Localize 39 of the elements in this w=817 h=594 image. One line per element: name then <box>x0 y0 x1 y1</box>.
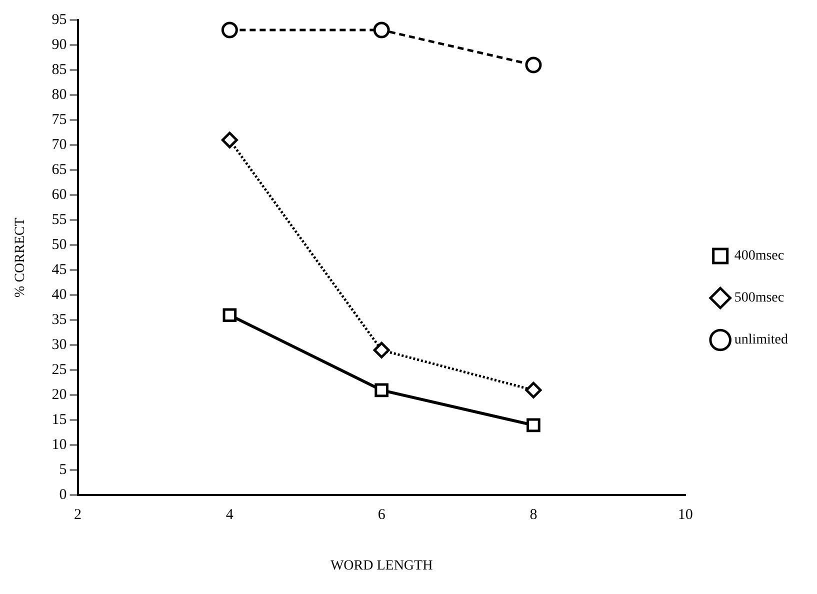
y-tick-label: 30 <box>52 337 67 354</box>
point <box>373 22 390 38</box>
x-tick-label: 8 <box>530 507 538 524</box>
x-tick-label: 4 <box>226 507 234 524</box>
y-tick-label: 0 <box>59 487 67 504</box>
x-tick-label: 6 <box>378 507 386 524</box>
y-tick-label: 20 <box>52 387 67 404</box>
legend-label: 400msec <box>734 248 784 264</box>
y-tick-label: 80 <box>52 86 67 103</box>
y-tick-label: 85 <box>52 62 67 78</box>
y-tick-label: 45 <box>52 262 67 278</box>
y-tick-label: 40 <box>52 287 67 304</box>
y-axis-title: % CORRECT <box>13 217 28 298</box>
point <box>525 56 542 74</box>
legend-label: unlimited <box>734 332 788 348</box>
y-tick-label: 90 <box>52 36 67 53</box>
y-tick-label: 35 <box>52 312 67 328</box>
y-tick-label: 95 <box>52 12 67 28</box>
point <box>526 418 540 432</box>
y-tick-label: 60 <box>52 187 67 204</box>
point <box>525 382 542 398</box>
legend-label: 500msec <box>734 290 784 306</box>
y-tick-label: 75 <box>52 112 67 128</box>
x-axis-title: WORD LENGTH <box>330 558 433 574</box>
point <box>221 132 238 148</box>
y-tick-label: 10 <box>52 437 67 454</box>
x-tick-label: 10 <box>678 507 693 524</box>
y-tick-label: 5 <box>59 462 67 478</box>
y-tick-label: 70 <box>52 136 67 153</box>
point <box>373 342 390 358</box>
y-tick-label: 55 <box>52 212 67 228</box>
y-tick-label: 15 <box>52 412 67 428</box>
point <box>222 308 237 322</box>
y-tick-label: 50 <box>52 237 67 254</box>
y-tick-label: 65 <box>52 162 67 178</box>
x-tick-label: 2 <box>74 507 82 524</box>
y-tick-label: 25 <box>52 362 67 378</box>
point <box>221 22 238 38</box>
point <box>374 383 388 398</box>
